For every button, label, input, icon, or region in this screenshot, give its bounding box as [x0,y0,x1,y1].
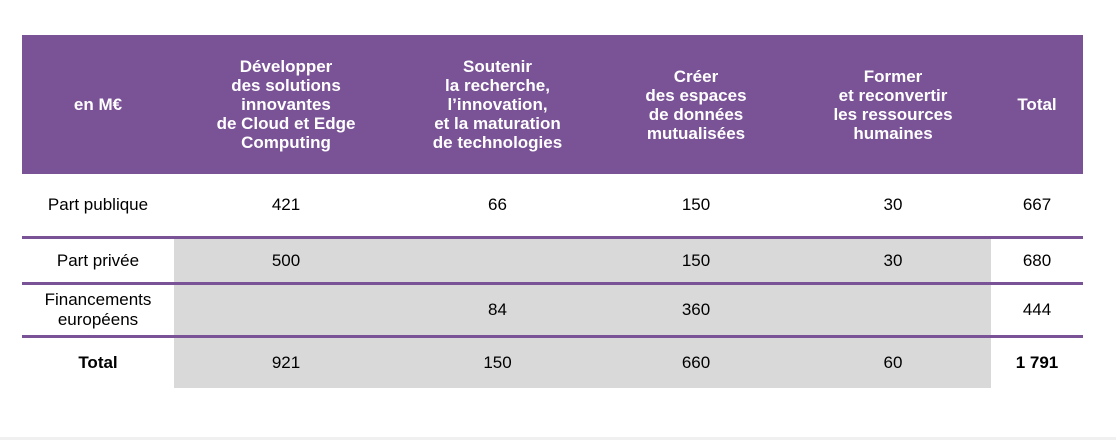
table-row-total: Total 921 150 660 60 1 791 [22,335,1083,388]
table-cell-total: 680 [991,236,1083,284]
table-cell: 30 [883,195,903,214]
header-data-spaces: Créer des espaces de données mutualisées [597,35,795,174]
header-training: Former et reconvertir les ressources hum… [795,35,991,174]
row-label: Part privée [22,236,174,284]
page-bottom-rule [0,437,1116,440]
table-cell [795,282,991,337]
header-row: en M€ Développer des solutions innovante… [22,35,1083,174]
table-cell: 421 [271,195,301,214]
table-cell: 660 [597,335,795,388]
table-cell: 30 [795,236,991,284]
table-cell: 360 [597,282,795,337]
header-research-innovation: Soutenir la recherche, l’innovation, et … [398,35,597,174]
table-cell: 921 [174,335,398,388]
table-cell: 500 [174,236,398,284]
row-label: Total [22,335,174,388]
table-header: en M€ Développer des solutions innovante… [22,35,1083,174]
table-row-part-publique: Part publique 421 66 150 30 667 [22,174,1083,238]
table-row-financements-europeens: Financements européens 84 360 444 [22,282,1083,337]
row-label: Financements européens [22,282,174,337]
header-unit-label: en M€ [22,35,174,174]
table-body: Part publique 421 66 150 30 667 Part pri… [22,174,1083,388]
table-cell: 84 [398,282,597,337]
table-row-part-privee: Part privée 500 150 30 680 [22,236,1083,284]
table-cell: 150 [597,236,795,284]
table-cell: 60 [795,335,991,388]
table-cell: 66 [488,195,507,214]
table-cell: 150 [398,335,597,388]
table-cell-total: 444 [991,282,1083,337]
row-label: Part publique [47,195,149,214]
table-cell-total: 667 [1022,195,1052,214]
header-cloud-edge: Développer des solutions innovantes de C… [174,35,398,174]
funding-table: en M€ Développer des solutions innovante… [22,35,1083,388]
table-cell [174,282,398,337]
table-cell [398,236,597,284]
table-cell: 150 [681,195,711,214]
header-total: Total [991,35,1083,174]
grand-total-cell: 1 791 [991,335,1083,388]
